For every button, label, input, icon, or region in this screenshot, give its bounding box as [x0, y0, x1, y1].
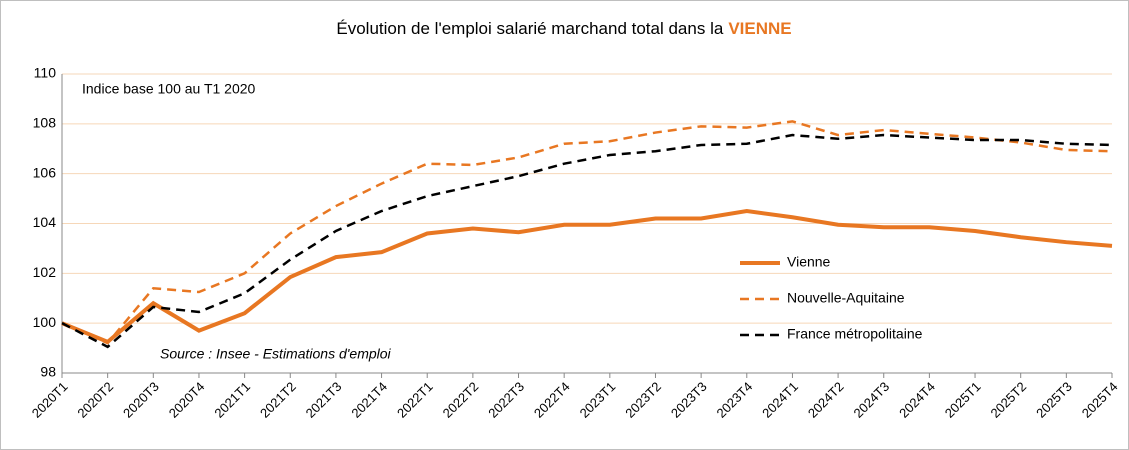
y-tick-label: 98 [40, 364, 56, 380]
series-line [61, 133, 1113, 349]
legend-label: Vienne [787, 254, 831, 270]
series-line [61, 209, 1113, 345]
annotation: Indice base 100 au T1 2020 [82, 81, 256, 97]
y-tick-label: 110 [34, 65, 57, 81]
legend-label: France métropolitaine [787, 326, 923, 342]
y-tick-label: 108 [33, 115, 57, 131]
title-main: Évolution de l'emploi salarié marchand t… [336, 19, 723, 38]
title-highlight: VIENNE [728, 19, 791, 38]
series-line [61, 120, 1113, 345]
chart-title: Évolution de l'emploi salarié marchand t… [336, 19, 791, 38]
legend-label: Nouvelle-Aquitaine [787, 290, 905, 306]
y-tick-label: 104 [33, 214, 57, 230]
y-tick-label: 102 [33, 264, 57, 280]
y-tick-label: 106 [33, 164, 57, 180]
annotation: Source : Insee - Estimations d'emploi [160, 346, 392, 362]
y-tick-label: 100 [33, 314, 57, 330]
